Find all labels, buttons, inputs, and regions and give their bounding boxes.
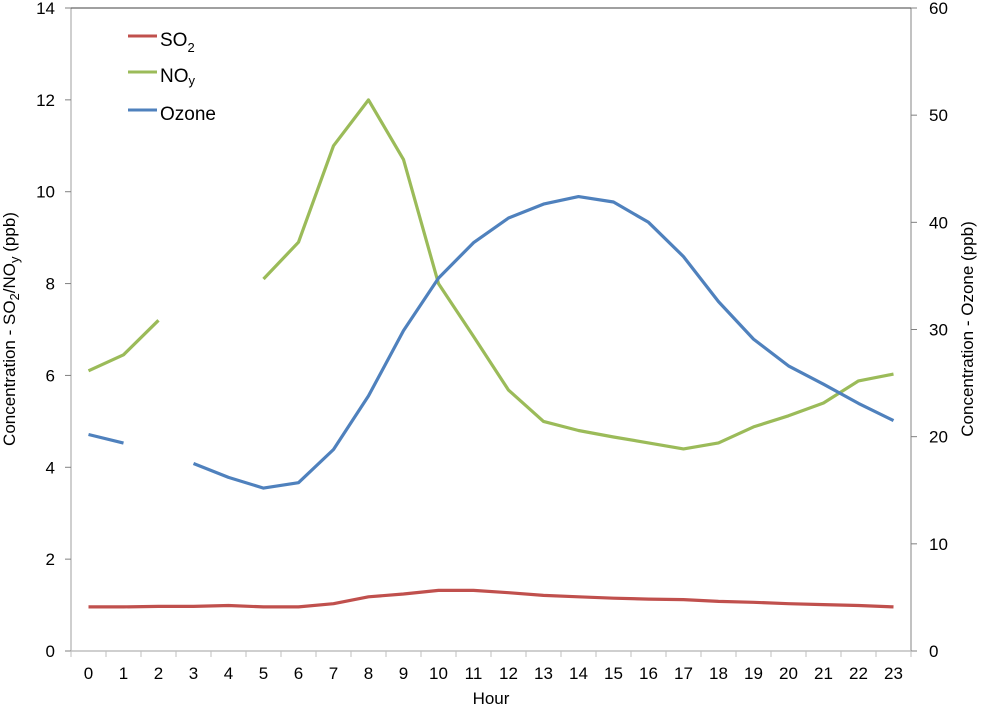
so2-line bbox=[88, 588, 894, 609]
data-series bbox=[87, 98, 895, 609]
legend-label: SO2 bbox=[160, 30, 195, 55]
ozone-line bbox=[88, 195, 895, 490]
x-tick-label: 7 bbox=[329, 664, 338, 683]
x-tick-label: 11 bbox=[465, 664, 483, 683]
right-tick-label: 0 bbox=[929, 642, 938, 661]
x-tick-label: 15 bbox=[604, 664, 623, 683]
x-tick-label: 4 bbox=[224, 664, 233, 683]
left-tick-label: 0 bbox=[46, 642, 55, 661]
noy-line bbox=[87, 98, 894, 451]
left-tick-label: 4 bbox=[46, 458, 55, 477]
right-tick-label: 20 bbox=[929, 428, 948, 447]
x-tick-label: 13 bbox=[534, 664, 553, 683]
right-tick-label: 10 bbox=[929, 535, 948, 554]
x-tick-label: 20 bbox=[779, 664, 798, 683]
x-tick-label: 22 bbox=[849, 664, 868, 683]
right-tick-label: 60 bbox=[929, 0, 948, 18]
x-tick-label: 9 bbox=[399, 664, 408, 683]
x-tick-label: 0 bbox=[84, 664, 93, 683]
legend: SO2 NOy Ozone bbox=[128, 30, 216, 125]
x-tick-label: 8 bbox=[364, 664, 373, 683]
left-tick-label: 12 bbox=[36, 91, 55, 110]
right-axis-title: Concentration - Ozone (ppb) bbox=[958, 221, 977, 436]
legend-label: NOy bbox=[160, 66, 196, 88]
x-tick-label: 17 bbox=[674, 664, 693, 683]
x-tick-label: 18 bbox=[709, 664, 728, 683]
x-tick-label: 2 bbox=[154, 664, 163, 683]
left-tick-label: 10 bbox=[36, 183, 55, 202]
right-tick-label: 50 bbox=[929, 106, 948, 125]
x-tick-label: 1 bbox=[119, 664, 128, 683]
left-tick-label: 6 bbox=[46, 366, 55, 385]
left-tick-label: 14 bbox=[36, 0, 55, 18]
x-tick-label: 21 bbox=[814, 664, 833, 683]
x-tick-label: 10 bbox=[429, 664, 448, 683]
left-tick-label: 2 bbox=[46, 550, 55, 569]
x-tick-label: 19 bbox=[744, 664, 763, 683]
x-tick-label: 16 bbox=[639, 664, 658, 683]
x-tick-label: 14 bbox=[569, 664, 588, 683]
x-tick-label: 6 bbox=[294, 664, 303, 683]
right-tick-label: 30 bbox=[929, 321, 948, 340]
legend-label: Ozone bbox=[160, 104, 216, 125]
right-tick-label: 40 bbox=[929, 213, 948, 232]
x-tick-label: 23 bbox=[884, 664, 903, 683]
x-tick-label: 3 bbox=[189, 664, 198, 683]
x-axis-title: Hour bbox=[473, 689, 510, 708]
left-tick-label: 8 bbox=[46, 275, 55, 294]
x-tick-label: 12 bbox=[499, 664, 518, 683]
left-axis-title: Concentration - SO2/NOy (ppb) bbox=[0, 212, 22, 446]
x-tick-label: 5 bbox=[259, 664, 268, 683]
